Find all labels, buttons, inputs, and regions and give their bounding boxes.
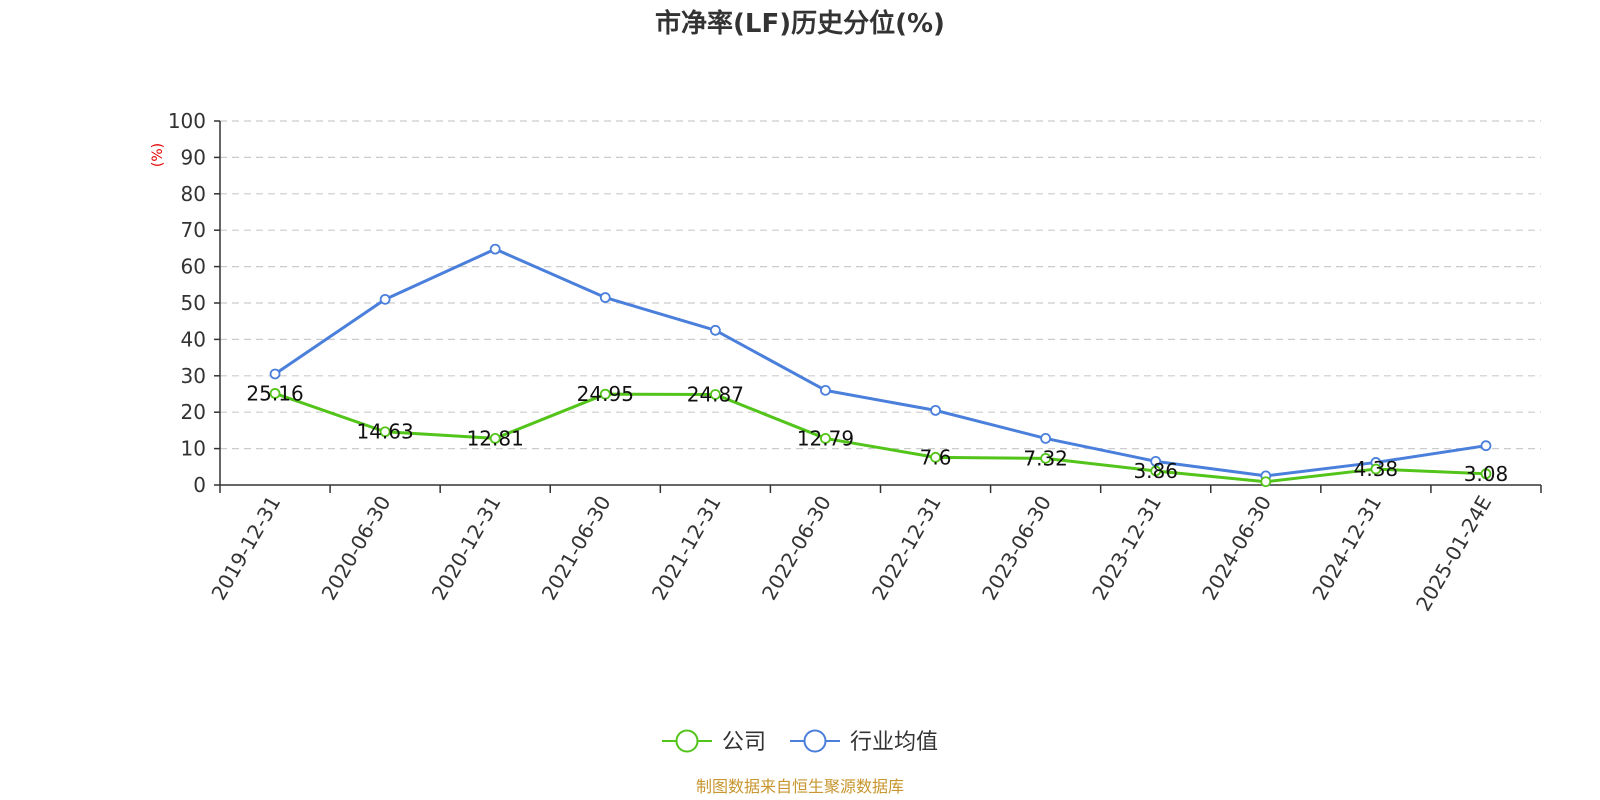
x-tick-labels: 2019-12-31 2020-06-30 2020-12-31 2021-06-30… <box>206 492 1496 616</box>
data-labels: 25.16 14.63 12.81 24.95 24.87 12.79 7.6 7.32 3.8… <box>246 381 1508 485</box>
x-tick-label: 2024-06-30 <box>1197 492 1276 605</box>
legend[interactable]: 公司 行业均值 <box>662 729 938 755</box>
data-label: 4.38 <box>1354 457 1399 481</box>
source-note: 制图数据来自恒生聚源数据库 <box>696 777 904 796</box>
legend-item-0[interactable]: 公司 <box>662 729 766 755</box>
grid-lines <box>220 120 1541 450</box>
y-tick-label: 100 <box>168 109 206 133</box>
x-tick-label: 2025-01-24E <box>1411 492 1496 616</box>
legend-marker <box>675 729 699 753</box>
data-point <box>930 404 941 416</box>
data-label: 24.95 <box>577 382 634 406</box>
data-label: 7.32 <box>1023 446 1068 470</box>
data-point <box>599 292 611 303</box>
data-point <box>269 388 281 399</box>
x-tick-label: 2023-12-31 <box>1087 492 1166 605</box>
x-tick-label: 2019-12-31 <box>206 492 285 605</box>
chart-title: 市净率(LF)历史分位(%) <box>655 8 945 39</box>
data-label: 24.87 <box>687 382 744 406</box>
x-tick-label: 2021-12-31 <box>647 492 726 605</box>
series-0 <box>269 388 1492 488</box>
data-label: 14.63 <box>356 420 413 444</box>
data-point <box>489 432 501 444</box>
legend-item-1[interactable]: 行业均值 <box>790 729 938 755</box>
data-point <box>599 388 611 400</box>
data-point <box>930 451 941 463</box>
x-tick-label: 2020-06-30 <box>317 492 396 605</box>
y-tick-label: 30 <box>181 364 206 388</box>
y-axis-unit: (%) <box>150 143 166 167</box>
y-tick-label: 40 <box>181 327 206 351</box>
y-tick-label: 70 <box>181 218 206 242</box>
legend-label: 公司 <box>722 730 766 755</box>
data-point <box>1370 463 1382 475</box>
y-tick-label: 50 <box>181 291 206 315</box>
data-label: 3.08 <box>1464 462 1509 486</box>
data-point <box>1480 468 1492 480</box>
data-point <box>820 384 831 396</box>
x-tick-label: 2022-06-30 <box>757 492 836 605</box>
y-tick-label: 60 <box>181 255 206 279</box>
data-point <box>379 293 391 305</box>
series-layer <box>269 243 1492 488</box>
x-tick-label: 2024-12-31 <box>1307 492 1386 605</box>
x-tick-label: 2021-06-30 <box>537 492 616 605</box>
data-point <box>1040 433 1052 444</box>
y-tick-label: 0 <box>193 473 206 497</box>
series-line <box>274 392 1487 484</box>
series-line <box>274 247 1487 478</box>
data-point <box>709 324 721 336</box>
data-point <box>489 243 501 255</box>
data-point <box>820 433 831 444</box>
data-point <box>1480 440 1492 452</box>
x-tick-label: 2023-06-30 <box>977 492 1056 605</box>
y-tick-label: 10 <box>181 437 206 461</box>
data-label: 12.79 <box>797 426 854 450</box>
x-tick-label: 2020-12-31 <box>427 492 506 605</box>
data-point <box>709 389 721 400</box>
x-tick-label: 2022-12-31 <box>867 492 946 605</box>
y-tick-label: 20 <box>181 400 206 424</box>
data-label: 3.86 <box>1133 459 1178 483</box>
data-point <box>379 426 391 438</box>
y-tick-label: 80 <box>181 182 206 206</box>
axes <box>214 120 1542 493</box>
data-point <box>1150 465 1162 477</box>
y-tick-label: 90 <box>181 145 206 169</box>
data-point <box>1260 476 1272 488</box>
data-label: 12.81 <box>467 426 524 450</box>
series-1 <box>269 243 1492 482</box>
data-label: 7.6 <box>920 445 952 469</box>
data-label: 25.16 <box>246 381 303 405</box>
legend-label: 行业均值 <box>850 730 938 755</box>
data-point <box>1040 452 1052 464</box>
y-tick-labels: 0 10 20 30 40 50 60 70 80 90 100 <box>168 109 206 497</box>
legend-marker <box>803 729 827 753</box>
data-point <box>269 368 281 380</box>
